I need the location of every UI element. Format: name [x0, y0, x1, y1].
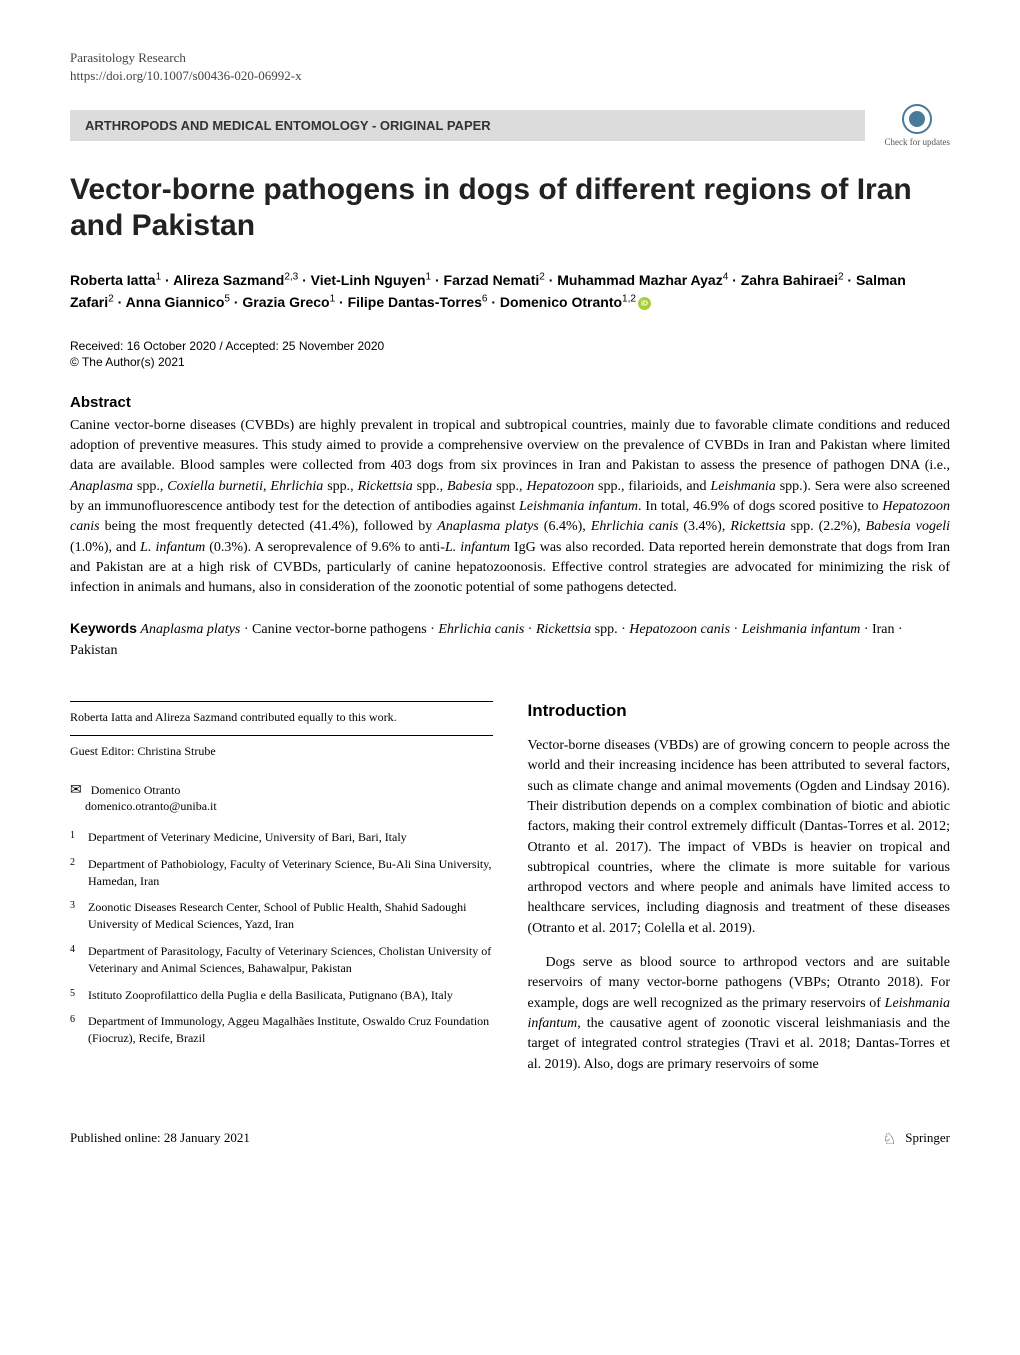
section-header-row: ARTHROPODS AND MEDICAL ENTOMOLOGY - ORIG…: [70, 104, 950, 147]
affiliation-item: 6 Department of Immunology, Aggeu Magalhã…: [70, 1013, 493, 1047]
article-dates: Received: 16 October 2020 / Accepted: 25…: [70, 339, 950, 353]
orcid-icon[interactable]: [638, 297, 651, 310]
abstract-text: Canine vector-borne diseases (CVBDs) are…: [70, 416, 950, 599]
affiliation-number: 3: [70, 899, 78, 933]
copyright: © The Author(s) 2021: [70, 355, 950, 369]
affiliation-item: 1 Department of Veterinary Medicine, Univ…: [70, 829, 493, 846]
affiliation-item: 4 Department of Parasitology, Faculty of …: [70, 943, 493, 977]
keywords: Keywords Anaplasma platys · Canine vecto…: [70, 618, 950, 661]
publisher-logo: Springer: [882, 1129, 950, 1147]
journal-name: Parasitology Research: [70, 50, 950, 66]
corresp-email: domenico.otranto@uniba.it: [85, 799, 217, 813]
envelope-icon: ✉: [70, 783, 82, 798]
affiliation-list: 1 Department of Veterinary Medicine, Univ…: [70, 829, 493, 1047]
article-type-banner: ARTHROPODS AND MEDICAL ENTOMOLOGY - ORIG…: [70, 110, 865, 141]
article-title: Vector-borne pathogens in dogs of differ…: [70, 172, 950, 244]
right-column: Introduction Vector-borne diseases (VBDs…: [528, 701, 951, 1089]
affiliation-text: Department of Parasitology, Faculty of V…: [88, 943, 493, 977]
affiliation-number: 2: [70, 856, 78, 890]
affiliation-number: 1: [70, 829, 78, 846]
affiliation-text: Zoonotic Diseases Research Center, Schoo…: [88, 899, 493, 933]
affiliation-text: Department of Veterinary Medicine, Unive…: [88, 829, 407, 846]
guest-editor-note: Guest Editor: Christina Strube: [70, 735, 493, 767]
author-list: Roberta Iatta1 · Alireza Sazmand2,3 · Vi…: [70, 269, 950, 314]
introduction-text: Vector-borne diseases (VBDs) are of grow…: [528, 736, 951, 1075]
published-date: Published online: 28 January 2021: [70, 1130, 250, 1146]
left-column: Roberta Iatta and Alireza Sazmand contri…: [70, 701, 493, 1089]
check-updates-icon: [902, 104, 932, 134]
corresp-name: Domenico Otranto: [91, 783, 181, 797]
page-footer: Published online: 28 January 2021 Spring…: [70, 1129, 950, 1147]
contribution-note: Roberta Iatta and Alireza Sazmand contri…: [70, 701, 493, 725]
introduction-label: Introduction: [528, 701, 951, 721]
doi: https://doi.org/10.1007/s00436-020-06992…: [70, 68, 950, 84]
keywords-text: Anaplasma platys · Canine vector-borne p…: [70, 622, 903, 657]
affiliation-item: 3 Zoonotic Diseases Research Center, Scho…: [70, 899, 493, 933]
affiliation-item: 2 Department of Pathobiology, Faculty of …: [70, 856, 493, 890]
publisher-name: Springer: [905, 1130, 950, 1146]
affiliation-text: Istituto Zooprofilattico della Puglia e …: [88, 987, 453, 1004]
springer-horse-icon: [882, 1129, 900, 1147]
two-column-layout: Roberta Iatta and Alireza Sazmand contri…: [70, 701, 950, 1089]
introduction-paragraph: Dogs serve as blood source to arthropod …: [528, 953, 951, 1075]
affiliation-number: 6: [70, 1013, 78, 1047]
introduction-paragraph: Vector-borne diseases (VBDs) are of grow…: [528, 736, 951, 939]
affiliation-text: Department of Pathobiology, Faculty of V…: [88, 856, 493, 890]
authors-text: Roberta Iatta1 · Alireza Sazmand2,3 · Vi…: [70, 272, 906, 310]
check-updates-badge[interactable]: Check for updates: [885, 104, 950, 147]
check-updates-label: Check for updates: [885, 137, 950, 147]
affiliation-number: 5: [70, 987, 78, 1004]
affiliation-item: 5 Istituto Zooprofilattico della Puglia e…: [70, 987, 493, 1004]
affiliation-text: Department of Immunology, Aggeu Magalhãe…: [88, 1013, 493, 1047]
abstract-label: Abstract: [70, 394, 950, 411]
corresponding-author: ✉ Domenico Otranto domenico.otranto@unib…: [70, 782, 493, 814]
keywords-label: Keywords: [70, 620, 137, 636]
affiliation-number: 4: [70, 943, 78, 977]
